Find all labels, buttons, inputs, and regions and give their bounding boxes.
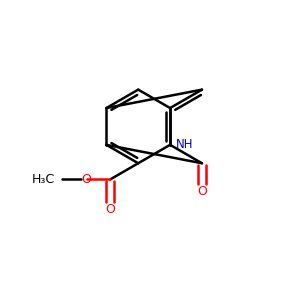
Text: NH: NH: [176, 138, 193, 151]
Text: O: O: [82, 173, 92, 186]
Text: H₃C: H₃C: [32, 173, 55, 186]
Text: O: O: [105, 203, 115, 216]
Text: O: O: [197, 185, 207, 198]
